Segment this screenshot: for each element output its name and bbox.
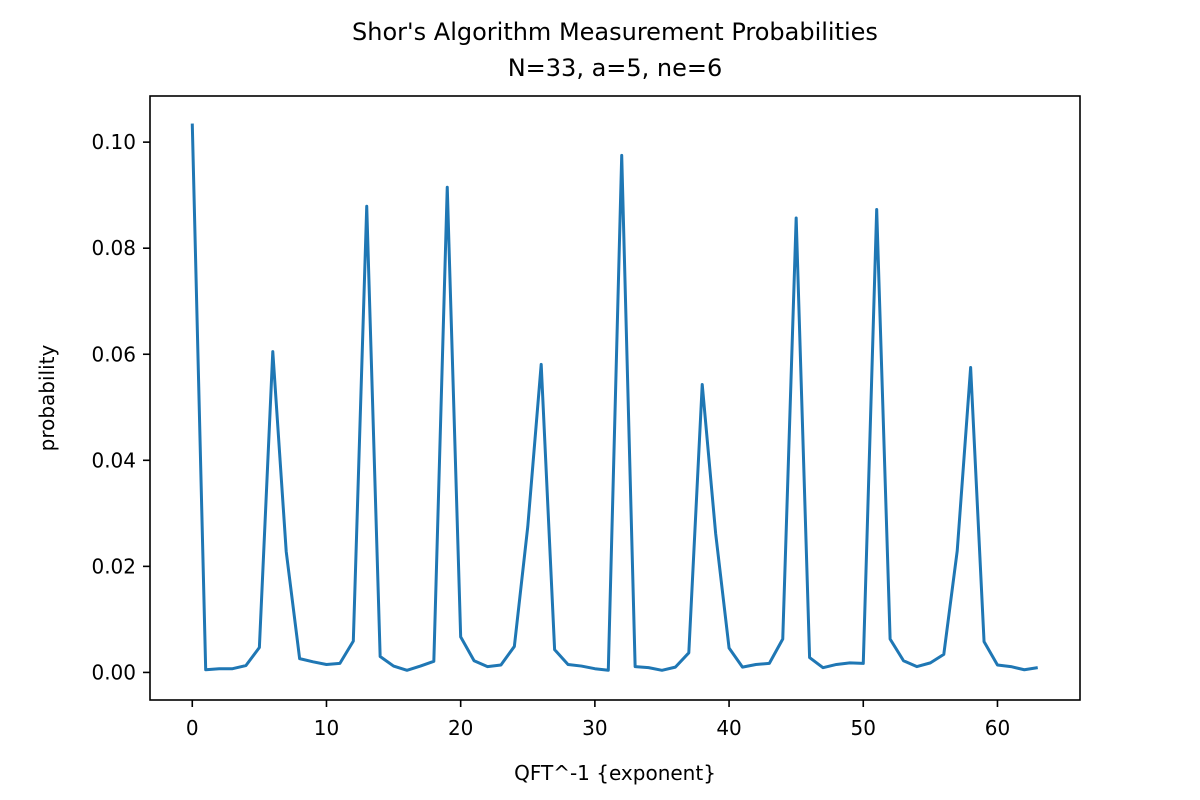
data-point-20 (459, 635, 462, 638)
data-point-44 (781, 638, 784, 641)
data-point-9 (312, 660, 315, 663)
data-point-6 (271, 350, 274, 353)
y-tick-label: 0.04 (91, 448, 136, 472)
chart-title: Shor's Algorithm Measurement Probabiliti… (352, 18, 878, 46)
data-point-14 (379, 655, 382, 658)
data-point-34 (647, 666, 650, 669)
data-point-45 (795, 216, 798, 219)
data-point-11 (338, 662, 341, 665)
data-point-1 (204, 668, 207, 671)
data-point-30 (593, 667, 596, 670)
data-point-12 (352, 640, 355, 643)
data-point-24 (513, 645, 516, 648)
y-tick-label: 0.06 (91, 342, 136, 366)
data-point-4 (244, 664, 247, 667)
data-point-60 (996, 664, 999, 667)
data-point-22 (486, 665, 489, 668)
series-line-probability (190, 123, 1038, 672)
data-point-8 (298, 657, 301, 660)
data-point-15 (392, 665, 395, 668)
data-point-52 (889, 638, 892, 641)
data-point-0 (191, 122, 194, 125)
x-tick-label: 20 (448, 716, 473, 740)
data-point-39 (714, 532, 717, 535)
x-tick-label: 0 (186, 716, 199, 740)
data-point-59 (983, 640, 986, 643)
data-point-3 (231, 667, 234, 670)
data-point-46 (808, 656, 811, 659)
x-tick-label: 40 (716, 716, 741, 740)
plot-area (190, 122, 1039, 672)
data-point-25 (526, 525, 529, 528)
data-point-54 (915, 665, 918, 668)
data-point-26 (540, 363, 543, 366)
chart-subtitle: N=33, a=5, ne=6 (508, 54, 723, 82)
x-axis-label: QFT^-1 {exponent} (514, 761, 716, 785)
data-point-17 (419, 665, 422, 668)
data-point-35 (660, 669, 663, 672)
x-tick-label: 30 (582, 716, 607, 740)
y-tick-label: 0.02 (91, 554, 136, 578)
x-tick-label: 10 (314, 716, 339, 740)
data-point-51 (875, 208, 878, 211)
y-tick-label: 0.00 (91, 660, 136, 684)
y-axis: 0.00 0.02 0.04 0.06 0.08 0.10 (91, 130, 150, 684)
data-point-31 (607, 669, 610, 672)
data-point-56 (942, 653, 945, 656)
data-point-32 (620, 154, 623, 157)
plot-frame (149, 95, 1081, 701)
x-axis: 0 10 20 30 40 50 60 (186, 700, 1010, 740)
x-tick-label: 50 (851, 716, 876, 740)
data-point-43 (768, 662, 771, 665)
data-point-28 (567, 663, 570, 666)
data-point-21 (473, 659, 476, 662)
data-point-63 (1036, 666, 1039, 669)
data-point-19 (446, 186, 449, 189)
data-point-58 (969, 366, 972, 369)
data-point-53 (902, 659, 905, 662)
data-point-23 (499, 664, 502, 667)
data-point-7 (285, 550, 288, 553)
data-point-37 (687, 651, 690, 654)
y-tick-label: 0.10 (91, 130, 136, 154)
data-point-57 (956, 549, 959, 552)
data-point-62 (1023, 668, 1026, 671)
x-tick-label: 60 (985, 716, 1010, 740)
data-point-42 (754, 663, 757, 666)
data-point-5 (258, 646, 261, 649)
data-point-16 (405, 669, 408, 672)
data-point-27 (553, 648, 556, 651)
y-tick-label: 0.08 (91, 236, 136, 260)
data-point-48 (835, 663, 838, 666)
data-point-40 (728, 647, 731, 650)
data-point-10 (325, 663, 328, 666)
data-point-2 (218, 667, 221, 670)
data-point-33 (634, 665, 637, 668)
data-point-61 (1009, 665, 1012, 668)
data-point-18 (432, 660, 435, 663)
data-point-49 (848, 661, 851, 664)
data-point-50 (862, 662, 865, 665)
data-point-29 (580, 665, 583, 668)
y-axis-label: probability (35, 344, 59, 451)
data-point-41 (741, 666, 744, 669)
data-point-13 (365, 205, 368, 208)
data-point-55 (929, 661, 932, 664)
data-point-38 (701, 383, 704, 386)
data-point-47 (822, 666, 825, 669)
data-point-36 (674, 666, 677, 669)
